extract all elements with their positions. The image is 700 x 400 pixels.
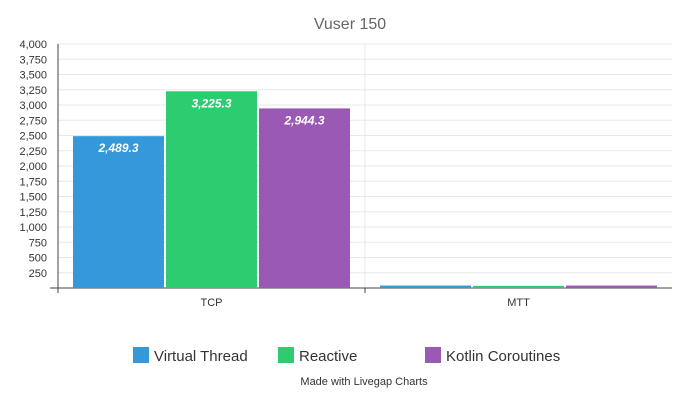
bar: [259, 108, 350, 288]
legend-label: Reactive: [299, 348, 357, 365]
data-label: 2,489.3: [97, 141, 138, 155]
bars: [73, 91, 657, 288]
legend-item[interactable]: Reactive: [278, 347, 357, 365]
legend-swatch: [425, 347, 441, 363]
y-tick-label: 3,000: [19, 100, 47, 112]
y-tick-label: 1,000: [19, 222, 47, 234]
bar: [166, 91, 257, 288]
bar: [473, 285, 564, 288]
y-tick-label: 3,500: [19, 70, 47, 82]
legend-item[interactable]: Virtual Thread: [133, 347, 248, 365]
y-tick-label: 1,750: [19, 176, 47, 188]
y-tick-label: 3,250: [19, 85, 47, 97]
y-tick-label: 2,500: [19, 131, 47, 143]
bar: [566, 285, 657, 288]
legend-label: Kotlin Coroutines: [446, 348, 560, 365]
y-tick-label: 1,500: [19, 192, 47, 204]
chart-title: Vuser 150: [314, 16, 386, 33]
legend-swatch: [133, 347, 149, 363]
data-label: 3,225.3: [191, 96, 231, 110]
y-tick-label: 4,000: [19, 39, 47, 51]
y-tick-label: 750: [29, 237, 47, 249]
y-tick-label: 2,000: [19, 161, 47, 173]
x-axis: TCP MTT: [50, 287, 672, 309]
y-tick-label: 1,250: [19, 207, 47, 219]
legend: Virtual Thread Reactive Kotlin Coroutines: [133, 347, 560, 365]
legend-swatch: [278, 347, 294, 363]
y-tick-label: 2,750: [19, 115, 47, 127]
y-tick-label: 250: [29, 268, 47, 280]
footer-credit: Made with Livegap Charts: [300, 376, 428, 388]
y-tick-label: 500: [29, 253, 47, 265]
bar: [73, 136, 164, 288]
legend-item[interactable]: Kotlin Coroutines: [425, 347, 560, 365]
y-tick-label: 2,250: [19, 146, 47, 158]
legend-label: Virtual Thread: [154, 348, 248, 365]
data-label: 2,944.3: [283, 113, 324, 127]
data-labels: 2,489.3 3,225.3 2,944.3: [97, 96, 324, 155]
bar: [380, 285, 471, 288]
y-axis: 250 500 750 1,000 1,250 1,500 1,750 2,000 2,250 2…: [19, 39, 59, 288]
x-tick-label: TCP: [201, 297, 223, 309]
y-tick-label: 3,750: [19, 54, 47, 66]
x-tick-label: MTT: [507, 297, 530, 309]
